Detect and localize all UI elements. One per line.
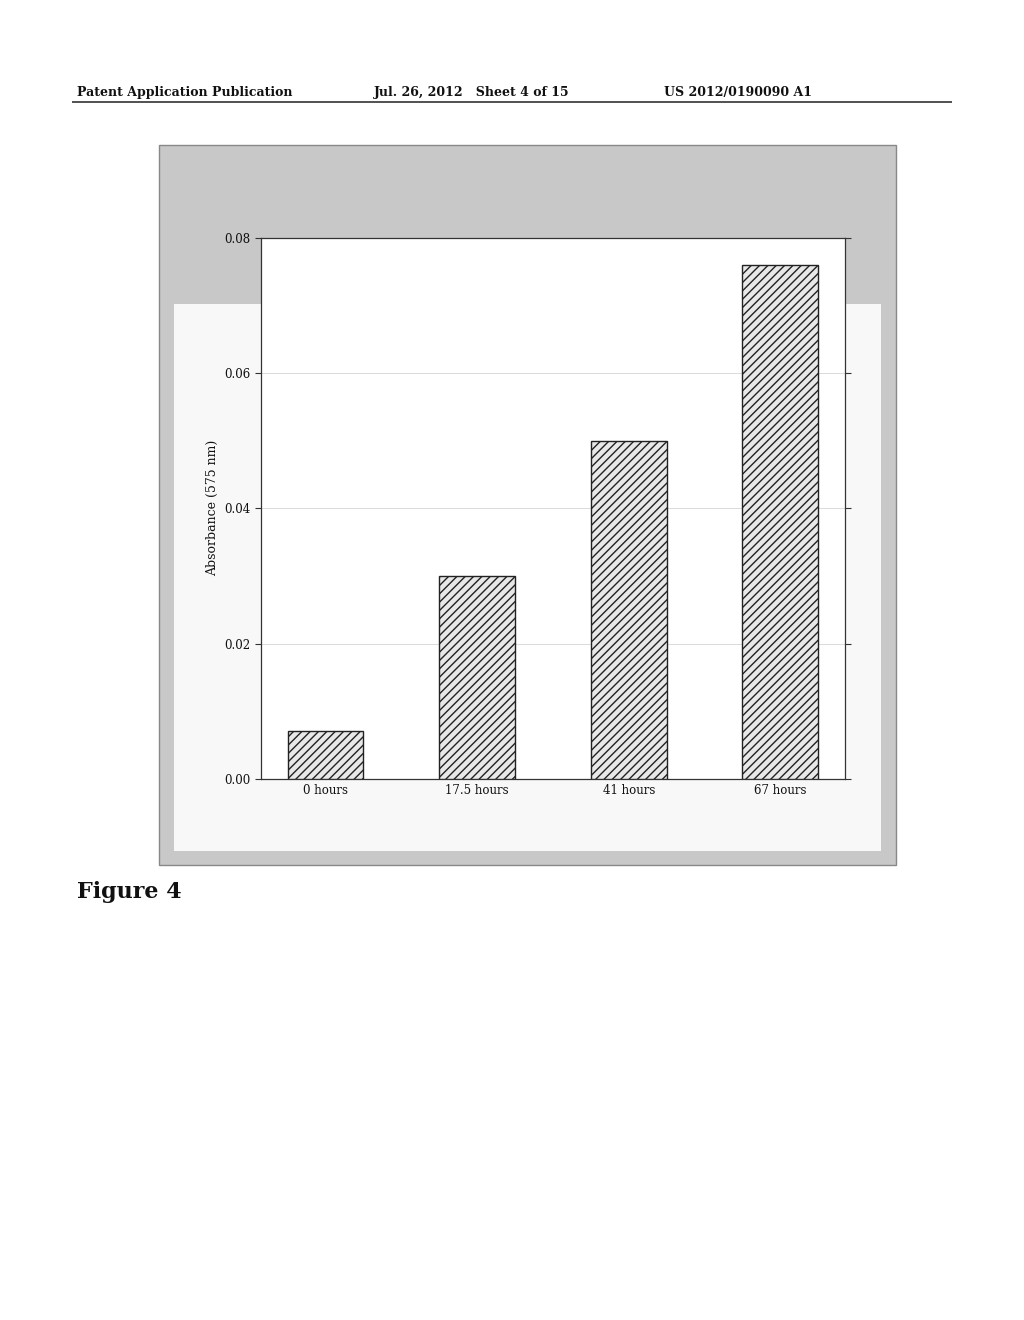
Bar bbox=[439, 576, 515, 779]
Text: Jul. 26, 2012   Sheet 4 of 15: Jul. 26, 2012 Sheet 4 of 15 bbox=[374, 86, 569, 99]
Bar bbox=[742, 265, 818, 779]
Text: US 2012/0190090 A1: US 2012/0190090 A1 bbox=[664, 86, 812, 99]
Bar bbox=[591, 441, 667, 779]
Y-axis label: Absorbance (575 nm): Absorbance (575 nm) bbox=[206, 440, 219, 577]
Text: Figure 4: Figure 4 bbox=[77, 880, 181, 903]
Text: Patent Application Publication: Patent Application Publication bbox=[77, 86, 292, 99]
Bar bbox=[288, 731, 364, 779]
